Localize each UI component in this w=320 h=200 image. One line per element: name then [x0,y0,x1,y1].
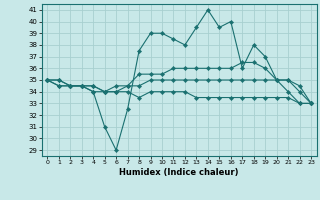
X-axis label: Humidex (Indice chaleur): Humidex (Indice chaleur) [119,168,239,177]
